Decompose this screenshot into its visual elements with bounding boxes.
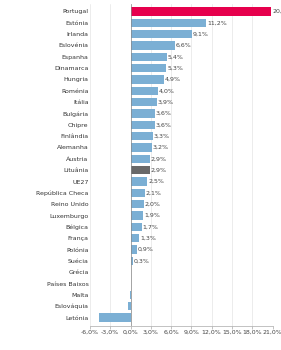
- Text: 1,7%: 1,7%: [143, 224, 159, 229]
- Bar: [130, 177, 148, 186]
- Bar: [130, 132, 153, 140]
- Bar: [130, 245, 137, 254]
- Bar: [130, 110, 155, 118]
- Text: 3,3%: 3,3%: [154, 134, 170, 139]
- Bar: [130, 257, 133, 265]
- Text: 20,8%: 20,8%: [272, 9, 281, 14]
- Bar: [130, 75, 164, 84]
- Text: 5,3%: 5,3%: [167, 66, 183, 71]
- Text: 0,3%: 0,3%: [133, 258, 149, 263]
- Bar: [130, 121, 155, 129]
- Bar: [130, 279, 131, 288]
- Bar: [130, 211, 143, 219]
- Text: 1,9%: 1,9%: [144, 213, 160, 218]
- Bar: [130, 223, 142, 231]
- Text: 4,9%: 4,9%: [164, 77, 180, 82]
- Bar: [130, 268, 131, 276]
- Text: 3,6%: 3,6%: [156, 111, 171, 116]
- Bar: [130, 166, 150, 174]
- Bar: [128, 302, 130, 310]
- Text: 2,0%: 2,0%: [145, 202, 161, 207]
- Text: 2,9%: 2,9%: [151, 168, 167, 173]
- Text: 4,0%: 4,0%: [158, 88, 174, 93]
- Text: 2,5%: 2,5%: [148, 179, 164, 184]
- Text: 3,2%: 3,2%: [153, 145, 169, 150]
- Bar: [130, 41, 175, 50]
- Text: 11,2%: 11,2%: [207, 20, 227, 25]
- Bar: [130, 200, 144, 208]
- Text: 3,6%: 3,6%: [156, 122, 171, 127]
- Text: 1,3%: 1,3%: [140, 236, 156, 241]
- Bar: [130, 53, 167, 61]
- Bar: [130, 234, 139, 242]
- Text: 9,1%: 9,1%: [193, 32, 209, 37]
- Text: 3,9%: 3,9%: [158, 100, 174, 105]
- Bar: [130, 19, 206, 27]
- Bar: [130, 7, 271, 15]
- Text: 5,4%: 5,4%: [168, 54, 184, 59]
- Bar: [130, 155, 150, 163]
- Text: 6,6%: 6,6%: [176, 43, 192, 48]
- Bar: [99, 314, 130, 322]
- Text: 0,9%: 0,9%: [137, 247, 153, 252]
- Bar: [130, 144, 152, 152]
- Bar: [130, 189, 145, 197]
- Bar: [130, 98, 157, 106]
- Bar: [130, 64, 166, 72]
- Bar: [130, 87, 158, 95]
- Bar: [130, 30, 192, 38]
- Text: 2,9%: 2,9%: [151, 156, 167, 161]
- Text: 2,1%: 2,1%: [146, 190, 161, 195]
